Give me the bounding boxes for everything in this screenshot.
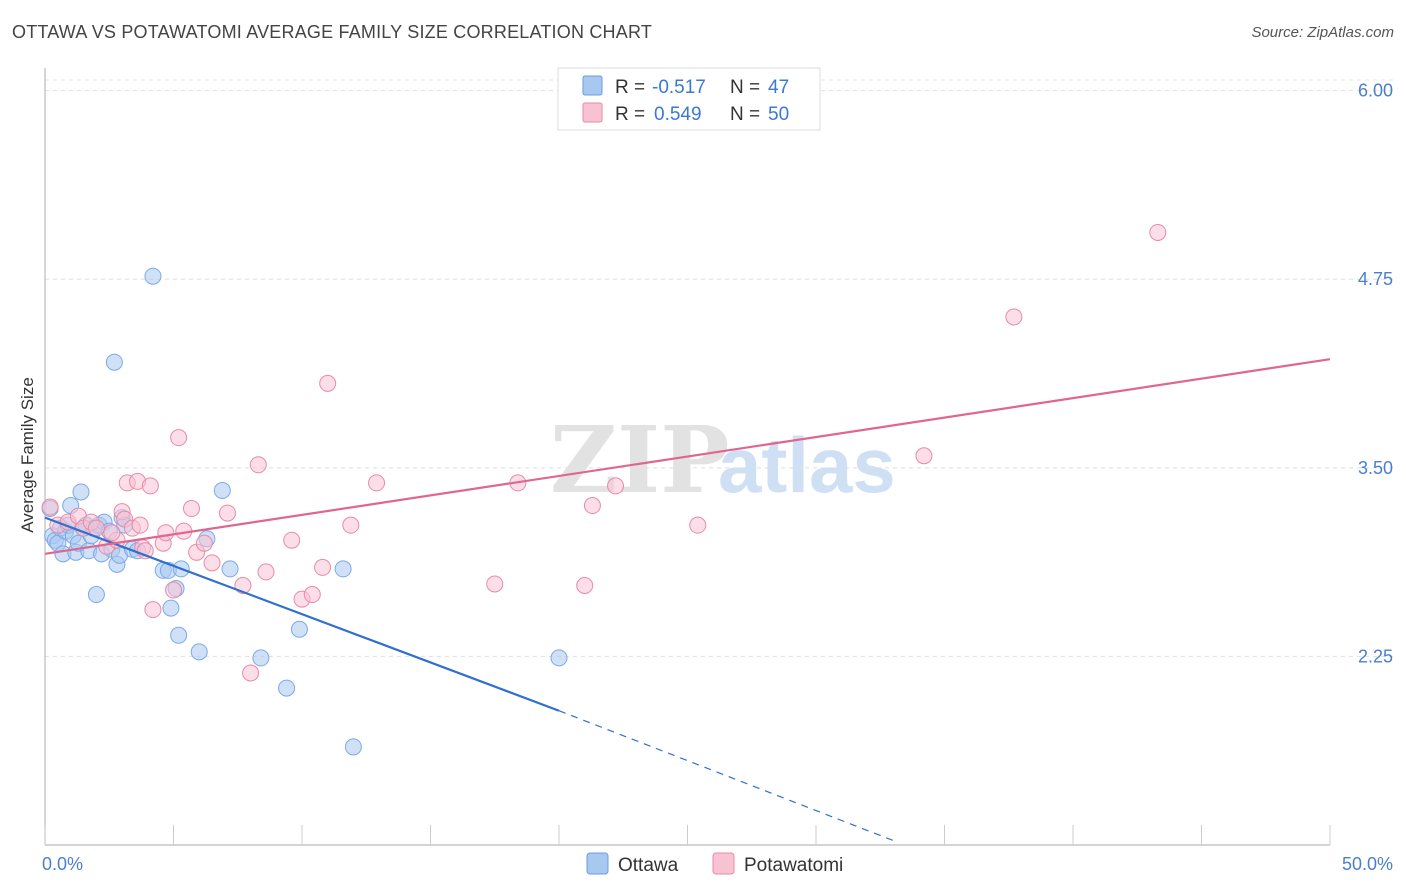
data-point-potawatomi xyxy=(319,374,337,392)
data-point-potawatomi xyxy=(1149,223,1167,241)
data-point-ottawa xyxy=(213,481,231,499)
data-point-ottawa xyxy=(344,738,362,756)
watermark-zip: ZIP xyxy=(550,406,729,514)
data-point-ottawa xyxy=(162,599,180,617)
data-point-potawatomi xyxy=(218,504,236,522)
data-point-potawatomi xyxy=(283,531,301,549)
data-point-potawatomi xyxy=(257,563,275,581)
series-legend: Ottawa Potawatomi xyxy=(586,852,843,876)
series-legend-label-ottawa: Ottawa xyxy=(618,855,679,876)
x-tick-label-start: 0.0% xyxy=(42,854,83,874)
x-ticks xyxy=(44,825,1331,845)
data-point-potawatomi xyxy=(368,474,386,492)
data-point-ottawa xyxy=(550,649,568,667)
series-legend-swatch-ottawa xyxy=(586,852,609,875)
data-point-potawatomi xyxy=(314,558,332,576)
legend-r-value-potawatomi: 0.549 xyxy=(654,104,702,125)
x-tick-label-end: 50.0% xyxy=(1342,854,1393,874)
data-point-potawatomi xyxy=(607,477,625,495)
data-point-ottawa xyxy=(290,620,308,638)
legend-swatch-ottawa xyxy=(582,75,603,96)
data-point-potawatomi xyxy=(157,524,175,542)
data-point-potawatomi xyxy=(576,576,594,594)
gridlines xyxy=(45,79,1395,657)
data-point-potawatomi xyxy=(203,554,221,572)
legend-r-label-ottawa: R = xyxy=(615,77,645,98)
trend-line-potawatomi xyxy=(44,358,1331,555)
series-legend-label-potawatomi: Potawatomi xyxy=(744,855,843,876)
trend-lines xyxy=(44,358,1331,842)
data-point-potawatomi xyxy=(182,500,200,518)
data-point-potawatomi xyxy=(103,524,121,542)
data-point-potawatomi xyxy=(41,498,59,516)
source-credit: Source: ZipAtlas.com xyxy=(1251,24,1394,41)
trend-line-ottawa-extension xyxy=(558,710,894,842)
legend-box: R = -0.517 N = 47 R = 0.549 N = 50 xyxy=(557,67,821,131)
data-point-potawatomi xyxy=(170,429,188,447)
data-point-potawatomi xyxy=(915,447,933,465)
data-point-potawatomi xyxy=(131,516,149,534)
data-point-potawatomi xyxy=(144,601,162,619)
data-point-potawatomi xyxy=(242,664,260,682)
trend-line-ottawa xyxy=(44,516,560,712)
data-point-potawatomi xyxy=(141,477,159,495)
chart-title: OTTAWA VS POTAWATOMI AVERAGE FAMILY SIZE… xyxy=(12,22,653,42)
legend-n-label-ottawa: N = xyxy=(730,77,760,98)
data-point-potawatomi xyxy=(1005,308,1023,326)
x-tick-labels: 0.0% 50.0% xyxy=(42,854,1393,874)
data-point-potawatomi xyxy=(249,456,267,474)
data-point-potawatomi xyxy=(583,497,601,515)
data-point-potawatomi xyxy=(342,516,360,534)
series-legend-swatch-potawatomi xyxy=(712,852,735,875)
legend-n-value-potawatomi: 50 xyxy=(768,104,789,125)
data-point-ottawa xyxy=(144,267,162,285)
data-point-ottawa xyxy=(72,483,90,501)
data-point-potawatomi xyxy=(303,586,321,604)
data-point-ottawa xyxy=(221,560,239,578)
data-point-ottawa xyxy=(105,353,123,371)
data-point-ottawa xyxy=(278,679,296,697)
legend-n-label-potawatomi: N = xyxy=(730,104,760,125)
data-point-ottawa xyxy=(252,649,270,667)
data-point-potawatomi xyxy=(689,516,707,534)
legend-n-value-ottawa: 47 xyxy=(768,77,789,98)
data-point-ottawa xyxy=(334,560,352,578)
y-tick-label: 4.75 xyxy=(1358,269,1393,289)
y-tick-label: 3.50 xyxy=(1358,458,1393,478)
data-point-potawatomi xyxy=(165,581,182,599)
legend-swatch-potawatomi xyxy=(582,102,603,123)
legend-r-value-ottawa: -0.517 xyxy=(652,77,706,98)
data-point-ottawa xyxy=(170,626,188,644)
data-point-ottawa xyxy=(190,643,208,661)
y-tick-label: 6.00 xyxy=(1358,81,1393,101)
data-point-potawatomi xyxy=(195,534,213,552)
y-tick-label: 2.25 xyxy=(1358,646,1393,666)
data-point-potawatomi xyxy=(486,575,504,593)
data-point-ottawa xyxy=(87,586,105,604)
legend-r-label-potawatomi: R = xyxy=(615,104,645,125)
watermark: ZIP atlas xyxy=(550,406,896,514)
watermark-atlas: atlas xyxy=(718,421,896,509)
y-tick-labels: 2.25 3.50 4.75 6.00 xyxy=(1358,81,1393,667)
